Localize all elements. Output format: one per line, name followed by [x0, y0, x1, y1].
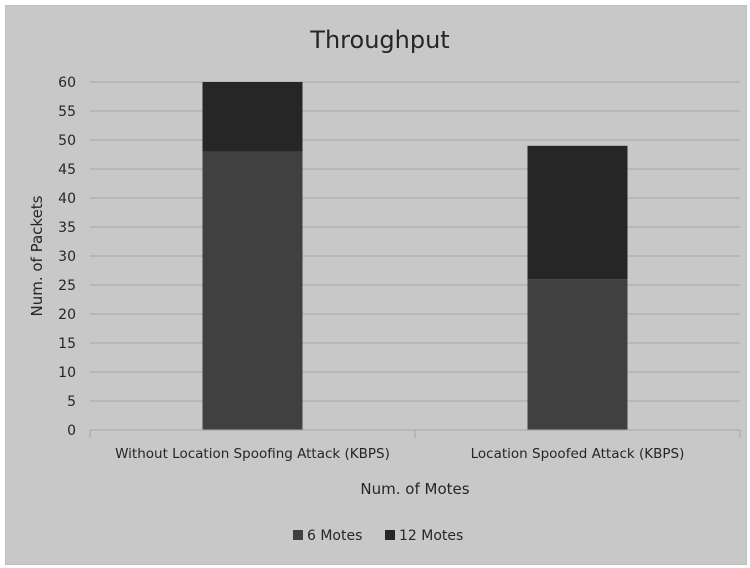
y-tick-label: 50 — [58, 133, 76, 149]
y-tick-label: 25 — [58, 278, 76, 294]
bar-segment-12-motes — [528, 146, 628, 279]
y-tick-label: 20 — [58, 307, 76, 323]
y-tick-label: 35 — [58, 220, 76, 236]
legend: 6 Motes 12 Motes — [293, 528, 463, 544]
y-axis-tick-labels: 0 5 10 15 20 25 30 35 40 45 50 55 60 — [58, 75, 76, 439]
y-tick-label: 60 — [58, 75, 76, 91]
legend-label: 6 Motes — [307, 528, 362, 544]
bar-segment-12-motes — [203, 82, 303, 152]
y-tick-label: 0 — [67, 423, 76, 439]
y-tick-label: 30 — [58, 249, 76, 265]
x-category-label: Without Location Spoofing Attack (KBPS) — [115, 446, 390, 462]
legend-label: 12 Motes — [399, 528, 463, 544]
y-tick-label: 40 — [58, 191, 76, 207]
chart-title: Throughput — [309, 26, 449, 54]
y-tick-label: 55 — [58, 104, 76, 120]
bar-segment-6-motes — [203, 152, 303, 430]
y-tick-label: 5 — [67, 394, 76, 410]
y-axis-title: Num. of Packets — [28, 195, 46, 316]
y-tick-label: 15 — [58, 336, 76, 352]
legend-swatch-6-motes — [293, 530, 303, 540]
gridlines — [90, 82, 740, 401]
x-category-label: Location Spoofed Attack (KBPS) — [471, 446, 685, 462]
legend-swatch-12-motes — [385, 530, 395, 540]
x-axis-category-labels: Without Location Spoofing Attack (KBPS) L… — [115, 446, 684, 462]
bar-segment-6-motes — [528, 279, 628, 430]
y-tick-label: 45 — [58, 162, 76, 178]
y-tick-label: 10 — [58, 365, 76, 381]
x-axis-title: Num. of Motes — [360, 480, 469, 498]
